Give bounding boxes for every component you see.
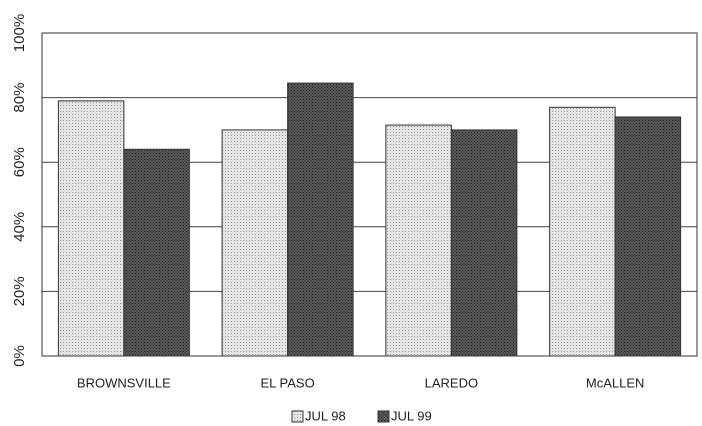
plot-frame xyxy=(41,32,698,357)
bar xyxy=(57,100,125,357)
x-tick-label: LAREDO xyxy=(425,375,478,390)
legend-swatch xyxy=(291,410,304,423)
x-tick-label: EL PASO xyxy=(261,375,315,390)
legend-swatch xyxy=(377,410,390,423)
bar xyxy=(287,82,354,357)
bar xyxy=(614,116,682,357)
x-tick-label: McALLEN xyxy=(586,375,645,390)
legend-label: JUL 99 xyxy=(391,408,432,423)
legend-label: JUL 98 xyxy=(305,408,346,423)
y-tick-label: 40% xyxy=(11,212,28,242)
y-tick-label: 60% xyxy=(11,147,28,177)
bar xyxy=(549,106,616,357)
bar xyxy=(221,129,289,357)
bar xyxy=(123,148,190,357)
y-tick-label: 100% xyxy=(11,14,28,52)
x-tick-label: BROWNSVILLE xyxy=(77,375,171,390)
y-tick-label: 0% xyxy=(11,345,28,367)
bar xyxy=(385,124,452,357)
bar xyxy=(450,129,518,357)
y-tick-label: 20% xyxy=(11,276,28,306)
y-tick-label: 80% xyxy=(11,83,28,113)
